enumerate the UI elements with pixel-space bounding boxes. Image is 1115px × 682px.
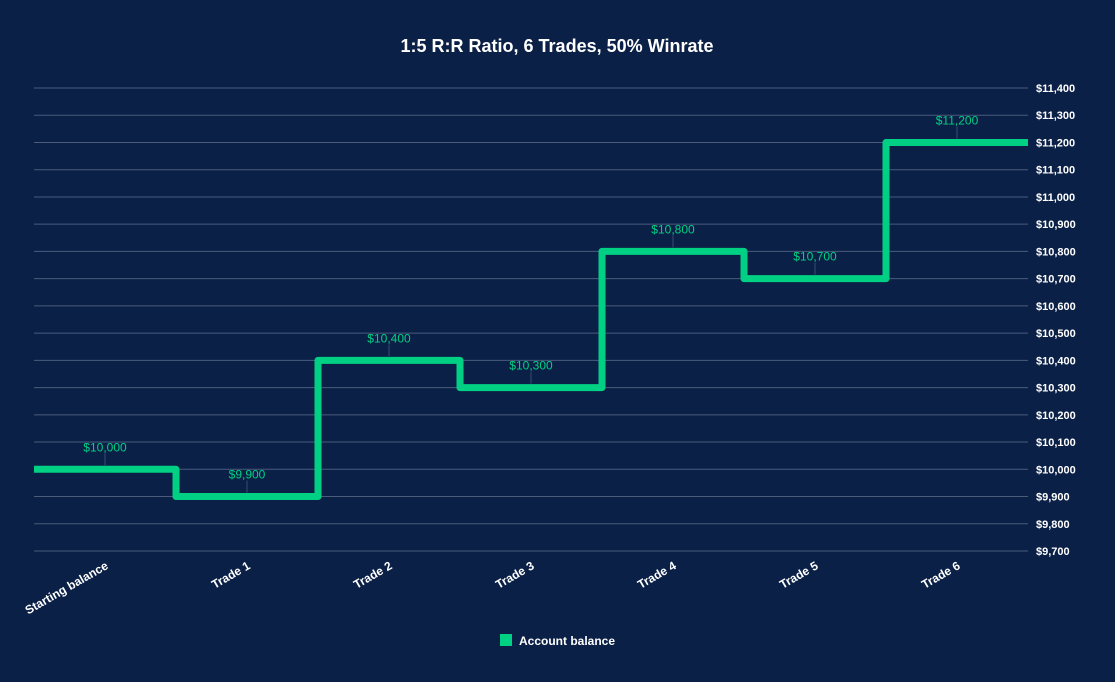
x-tick-label: Trade 5 <box>777 558 821 591</box>
y-tick-label: $10,600 <box>1036 301 1076 313</box>
y-tick-label: $11,100 <box>1036 165 1075 177</box>
y-tick-label: $10,900 <box>1036 219 1076 231</box>
data-label: $9,900 <box>229 468 266 482</box>
y-tick-label: $9,900 <box>1036 492 1070 504</box>
x-tick-label: Trade 1 <box>209 558 253 591</box>
data-label: $10,400 <box>367 331 411 345</box>
data-label: $10,300 <box>509 359 553 373</box>
data-label: $10,800 <box>651 222 695 236</box>
x-tick-label: Trade 4 <box>635 558 679 591</box>
y-tick-label: $10,500 <box>1036 328 1076 340</box>
legend-label: Account balance <box>519 634 615 648</box>
x-tick-label: Trade 2 <box>351 558 395 591</box>
y-tick-label: $10,700 <box>1036 274 1076 286</box>
y-tick-label: $10,200 <box>1036 410 1076 422</box>
y-tick-label: $10,000 <box>1036 464 1076 476</box>
y-tick-label: $9,700 <box>1036 546 1070 558</box>
data-label: $10,000 <box>83 440 127 454</box>
y-tick-label: $9,800 <box>1036 519 1070 531</box>
x-tick-label: Trade 6 <box>919 558 963 591</box>
y-tick-label: $10,800 <box>1036 246 1076 258</box>
y-tick-label: $10,300 <box>1036 383 1076 395</box>
x-tick-label: Starting balance <box>23 558 111 617</box>
y-tick-label: $11,400 <box>1036 83 1075 95</box>
account-balance-line <box>34 138 1028 501</box>
y-tick-label: $11,300 <box>1036 110 1075 122</box>
y-tick-label: $10,400 <box>1036 355 1076 367</box>
data-label: $10,700 <box>793 250 837 264</box>
y-tick-label: $11,000 <box>1036 192 1075 204</box>
legend-swatch <box>500 634 512 646</box>
chart-title: 1:5 R:R Ratio, 6 Trades, 50% Winrate <box>401 36 714 56</box>
legend: Account balance <box>500 634 615 648</box>
x-tick-label: Trade 3 <box>493 558 537 591</box>
y-tick-label: $11,200 <box>1036 137 1075 149</box>
data-label: $11,200 <box>936 113 979 127</box>
y-tick-label: $10,100 <box>1036 437 1076 449</box>
